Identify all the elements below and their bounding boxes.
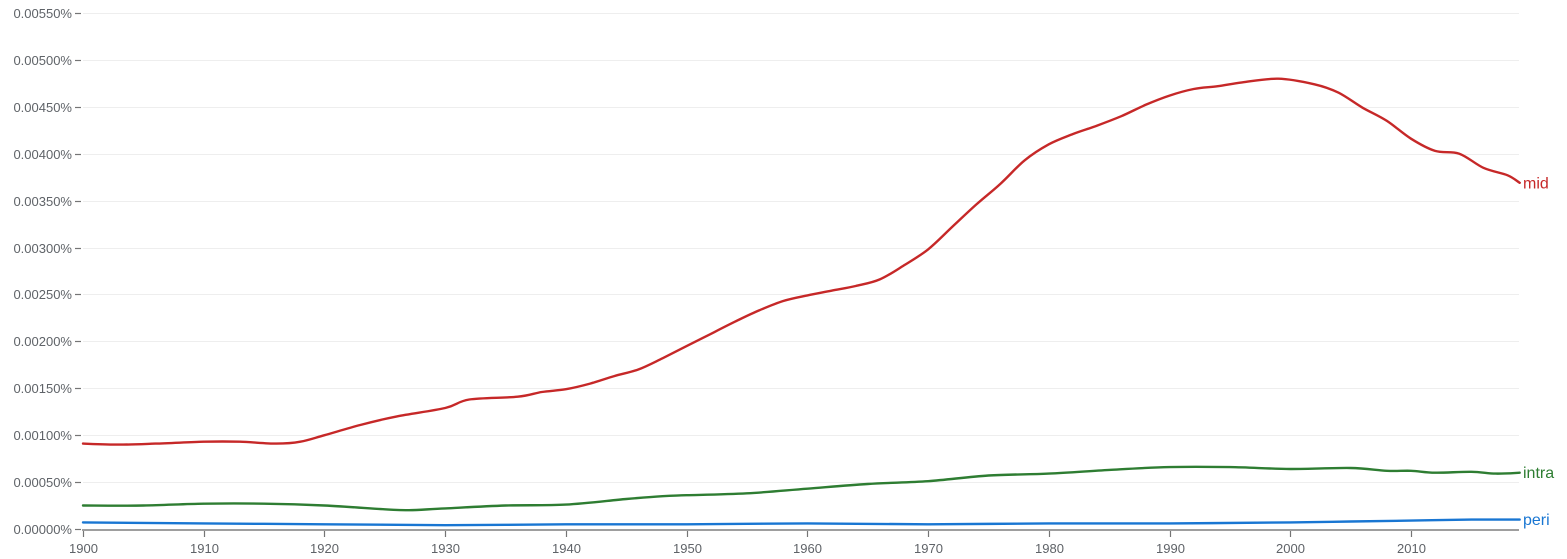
series-label-mid[interactable]: mid: [1523, 175, 1549, 192]
x-tick-label: 2010: [1397, 541, 1426, 556]
series-labels: mid intra peri: [1523, 175, 1554, 529]
series-line-peri[interactable]: [81, 518, 1521, 527]
y-tick-label: 0.00050%: [13, 475, 72, 490]
series-label-peri[interactable]: peri: [1523, 512, 1550, 529]
y-tick-label: 0.00100%: [13, 428, 72, 443]
series-line-intra[interactable]: [81, 465, 1521, 512]
y-tick-label: 0.00300%: [13, 241, 72, 256]
x-tick-label: 1960: [793, 541, 822, 556]
x-tick-label: 2000: [1276, 541, 1305, 556]
y-tick-label: 0.00500%: [13, 53, 72, 68]
y-tick-label: 0.00350%: [13, 194, 72, 209]
series-label-intra[interactable]: intra: [1523, 465, 1554, 482]
y-tick-label: 0.00200%: [13, 334, 72, 349]
series-lines: [81, 77, 1521, 527]
y-tick-label: 0.00400%: [13, 147, 72, 162]
series-line-mid[interactable]: [81, 77, 1521, 446]
y-tick-label: 0.00150%: [13, 381, 72, 396]
x-tick-label: 1950: [673, 541, 702, 556]
y-tick-label: 0.00250%: [13, 287, 72, 302]
x-tick-label: 1930: [431, 541, 460, 556]
gridlines: [83, 13, 1519, 483]
x-tick-label: 1970: [914, 541, 943, 556]
y-tick-label: 0.00450%: [13, 100, 72, 115]
x-tick-label: 1900: [69, 541, 98, 556]
x-tick-label: 1980: [1035, 541, 1064, 556]
x-tick-label: 1940: [552, 541, 581, 556]
x-tick-label: 1910: [190, 541, 219, 556]
y-axis: 0.00000% 0.00050% 0.00100% 0.00150% 0.00200%…: [13, 6, 81, 537]
y-tick-label: 0.00550%: [13, 6, 72, 21]
x-axis: 1900 1910 1920 1930 1940 1950 1960 1970 1980 1990…: [69, 529, 1519, 556]
x-tick-label: 1990: [1156, 541, 1185, 556]
y-tick-label: 0.00000%: [13, 522, 72, 537]
x-tick-label: 1920: [310, 541, 339, 556]
